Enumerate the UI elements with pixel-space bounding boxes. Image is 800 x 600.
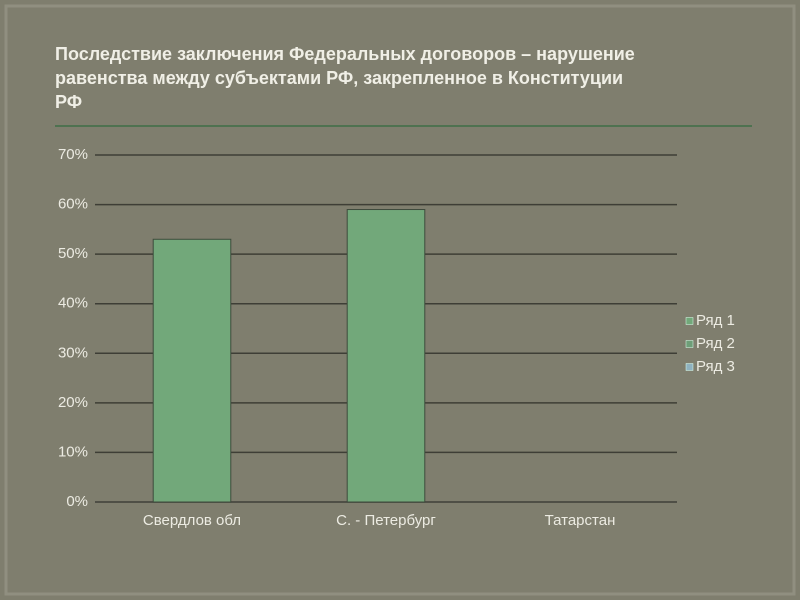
legend-swatch bbox=[685, 340, 694, 348]
legend-label: Ряд 2 bbox=[696, 335, 735, 352]
y-tick-label: 0% bbox=[66, 493, 88, 510]
chart-title: Последствие заключения Федеральных догов… bbox=[55, 44, 635, 64]
x-tick-label: Свердлов обл bbox=[143, 512, 241, 529]
legend-label: Ряд 3 bbox=[696, 358, 735, 375]
y-tick-label: 20% bbox=[58, 394, 88, 411]
x-tick-label: Татарстан bbox=[545, 512, 616, 529]
y-tick-label: 40% bbox=[58, 295, 88, 312]
y-tick-label: 60% bbox=[58, 196, 88, 213]
y-tick-label: 30% bbox=[58, 344, 88, 361]
bar bbox=[346, 209, 426, 503]
chart-title: РФ bbox=[55, 92, 82, 112]
frame bbox=[4, 4, 796, 596]
y-tick-label: 10% bbox=[58, 443, 88, 460]
x-tick-label: С. - Петербург bbox=[336, 512, 436, 529]
bar bbox=[152, 238, 232, 503]
chart-title: равенства между субъектами РФ, закреплен… bbox=[55, 68, 623, 88]
y-tick-label: 50% bbox=[58, 245, 88, 262]
y-tick-label: 70% bbox=[58, 146, 88, 163]
legend-label: Ряд 1 bbox=[696, 312, 735, 329]
legend-swatch bbox=[685, 363, 694, 371]
legend-swatch bbox=[685, 317, 694, 325]
